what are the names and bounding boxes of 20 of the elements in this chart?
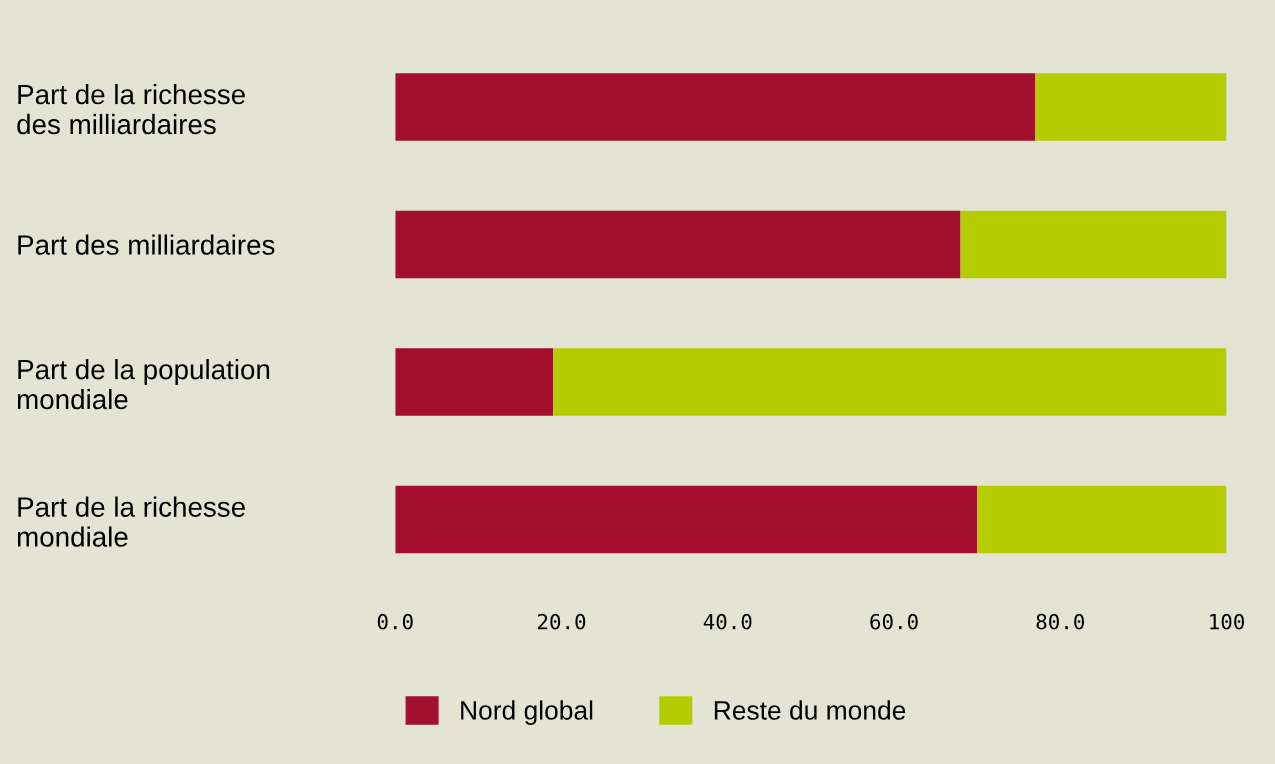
bar <box>395 485 978 554</box>
bar <box>1035 73 1227 141</box>
bar <box>977 485 1227 554</box>
y-tick-label: Part de la richesse des milliardaires <box>17 83 245 135</box>
legend-label: Reste du monde <box>714 700 906 720</box>
x-tick-label: 60.0 <box>870 613 918 630</box>
y-tick-label: Part de la population mondiale <box>17 358 270 410</box>
bar <box>960 210 1227 279</box>
bar <box>395 210 961 279</box>
x-tick-label: 20.0 <box>537 613 586 630</box>
legend-label: Nord global <box>461 700 593 725</box>
bar <box>395 73 1036 141</box>
x-tick-label: 0.0 <box>377 613 413 630</box>
bar <box>553 348 1227 416</box>
x-tick-label: 100 <box>1210 613 1245 630</box>
bar <box>395 348 554 416</box>
y-tick-label: Part des milliardaires <box>18 234 275 255</box>
y-tick-label: Part de la richesse mondiale <box>17 496 245 547</box>
x-tick-label: 80.0 <box>1036 613 1085 630</box>
x-tick-label: 40.0 <box>703 613 752 630</box>
